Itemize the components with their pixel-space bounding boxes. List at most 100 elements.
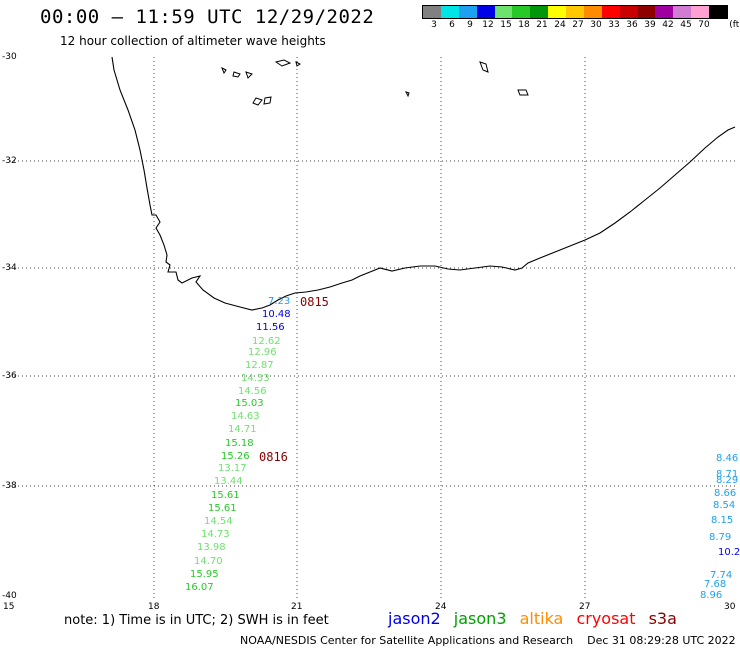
wave-height-label: 15.03 <box>235 398 264 409</box>
color-scale-label: 12 <box>482 20 494 30</box>
feature <box>252 97 263 106</box>
lon-label: 24 <box>435 602 447 612</box>
wave-height-label: 8.46 <box>716 453 739 464</box>
south-africa-coastline <box>111 56 736 311</box>
color-swatch <box>476 6 495 18</box>
footer-credit: NOAA/NESDIS Center for Satellite Applica… <box>240 634 736 647</box>
satellite-name: jason3 <box>453 609 507 628</box>
color-scale-label: 21 <box>536 20 548 30</box>
color-swatch <box>458 6 477 18</box>
wave-height-label: 14.71 <box>228 424 257 435</box>
color-swatch <box>619 6 638 18</box>
wave-height-label: 16.07 <box>185 582 214 593</box>
color-scale-label: 70 <box>698 20 710 30</box>
color-swatch <box>530 6 549 18</box>
color-swatch <box>494 6 513 18</box>
color-scale-label: 24 <box>554 20 566 30</box>
lat-label: -38 <box>2 481 17 491</box>
wave-height-label: 12.87 <box>245 360 274 371</box>
wave-height-label: 10.2 <box>718 547 740 558</box>
color-scale-swatches <box>422 5 728 19</box>
color-swatch <box>709 6 727 18</box>
unit-label: (ft) <box>729 20 740 30</box>
wave-height-label: 13.44 <box>214 476 243 487</box>
color-swatch <box>673 6 692 18</box>
wave-height-label: 8.66 <box>714 488 737 499</box>
wave-height-label: 14.56 <box>238 386 267 397</box>
feature <box>245 71 253 79</box>
wave-height-label: 8.29 <box>716 475 739 486</box>
wave-height-label: 10.48 <box>262 309 291 320</box>
color-scale-label: 18 <box>518 20 530 30</box>
satellite-legend: jason2 jason3 altika cryosat s3a <box>388 609 685 628</box>
feature <box>263 96 272 105</box>
wave-height-label: 8.71 <box>716 469 739 480</box>
color-scale-label: 27 <box>572 20 584 30</box>
map-grid <box>10 57 735 598</box>
color-swatch <box>423 6 441 18</box>
color-swatch <box>601 6 620 18</box>
wave-height-label: 15.61 <box>208 503 237 514</box>
satellite-name: cryosat <box>576 609 636 628</box>
feature <box>221 66 227 75</box>
wave-height-label: 7.23 <box>268 296 291 307</box>
inland-features <box>221 59 529 106</box>
lat-label: -34 <box>2 263 17 273</box>
color-swatch <box>512 6 531 18</box>
track-time-label: 0816 <box>259 450 288 464</box>
feature <box>232 71 241 78</box>
color-swatch <box>637 6 656 18</box>
lon-label: 18 <box>148 602 160 612</box>
color-scale-label: 15 <box>500 20 512 30</box>
wave-height-label: 13.17 <box>218 463 247 474</box>
wave-height-label: 15.18 <box>225 438 254 449</box>
color-swatch <box>691 6 709 18</box>
lon-label: 30 <box>724 602 736 612</box>
track-time-label: 0815 <box>300 295 329 309</box>
lon-label: 27 <box>579 602 591 612</box>
footer-note: note: 1) Time is in UTC; 2) SWH is in fe… <box>64 613 329 628</box>
satellite-name: s3a <box>648 609 677 628</box>
wave-height-label: 15.61 <box>211 490 240 501</box>
color-swatch <box>583 6 602 18</box>
credit-text: NOAA/NESDIS Center for Satellite Applica… <box>240 634 574 647</box>
color-swatch <box>566 6 584 18</box>
timestamp-text: Dec 31 08:29:28 UTC 2022 <box>587 634 736 647</box>
wave-height-label: 15.95 <box>190 569 219 580</box>
feature <box>295 61 301 67</box>
color-scale-label: 39 <box>644 20 656 30</box>
wave-height-label: 14.73 <box>201 529 230 540</box>
color-scale-label: 42 <box>662 20 674 30</box>
wave-height-label: 7.74 <box>710 570 733 581</box>
satellite-name: jason2 <box>388 609 441 628</box>
wave-height-label: 8.79 <box>709 532 732 543</box>
color-swatch <box>548 6 566 18</box>
feature <box>479 61 489 73</box>
wave-height-label: 13.98 <box>197 542 226 553</box>
color-scale-label: 9 <box>467 20 473 30</box>
wave-height-label: 8.96 <box>700 590 723 601</box>
lat-label: -32 <box>2 156 17 166</box>
feature <box>517 89 529 96</box>
satellite-name: altika <box>519 609 564 628</box>
lon-label: 15 <box>3 602 15 612</box>
wave-height-label: 8.15 <box>711 515 734 526</box>
color-scale-label: 30 <box>590 20 602 30</box>
wave-height-label: 12.62 <box>252 336 281 347</box>
wave-height-label: 14.33 <box>241 373 270 384</box>
lat-label: -30 <box>2 52 17 62</box>
wave-height-label: 14.70 <box>194 556 223 567</box>
wave-height-label: 11.56 <box>256 322 285 333</box>
wave-height-label: 7.68 <box>704 579 727 590</box>
color-scale-label: 36 <box>626 20 638 30</box>
feature <box>274 59 292 67</box>
color-swatch <box>440 6 459 18</box>
color-scale-label: 33 <box>608 20 620 30</box>
color-scale-label: 45 <box>680 20 692 30</box>
lat-label: -36 <box>2 371 17 381</box>
wave-height-label: 14.54 <box>204 516 233 527</box>
lon-label: 21 <box>291 602 303 612</box>
